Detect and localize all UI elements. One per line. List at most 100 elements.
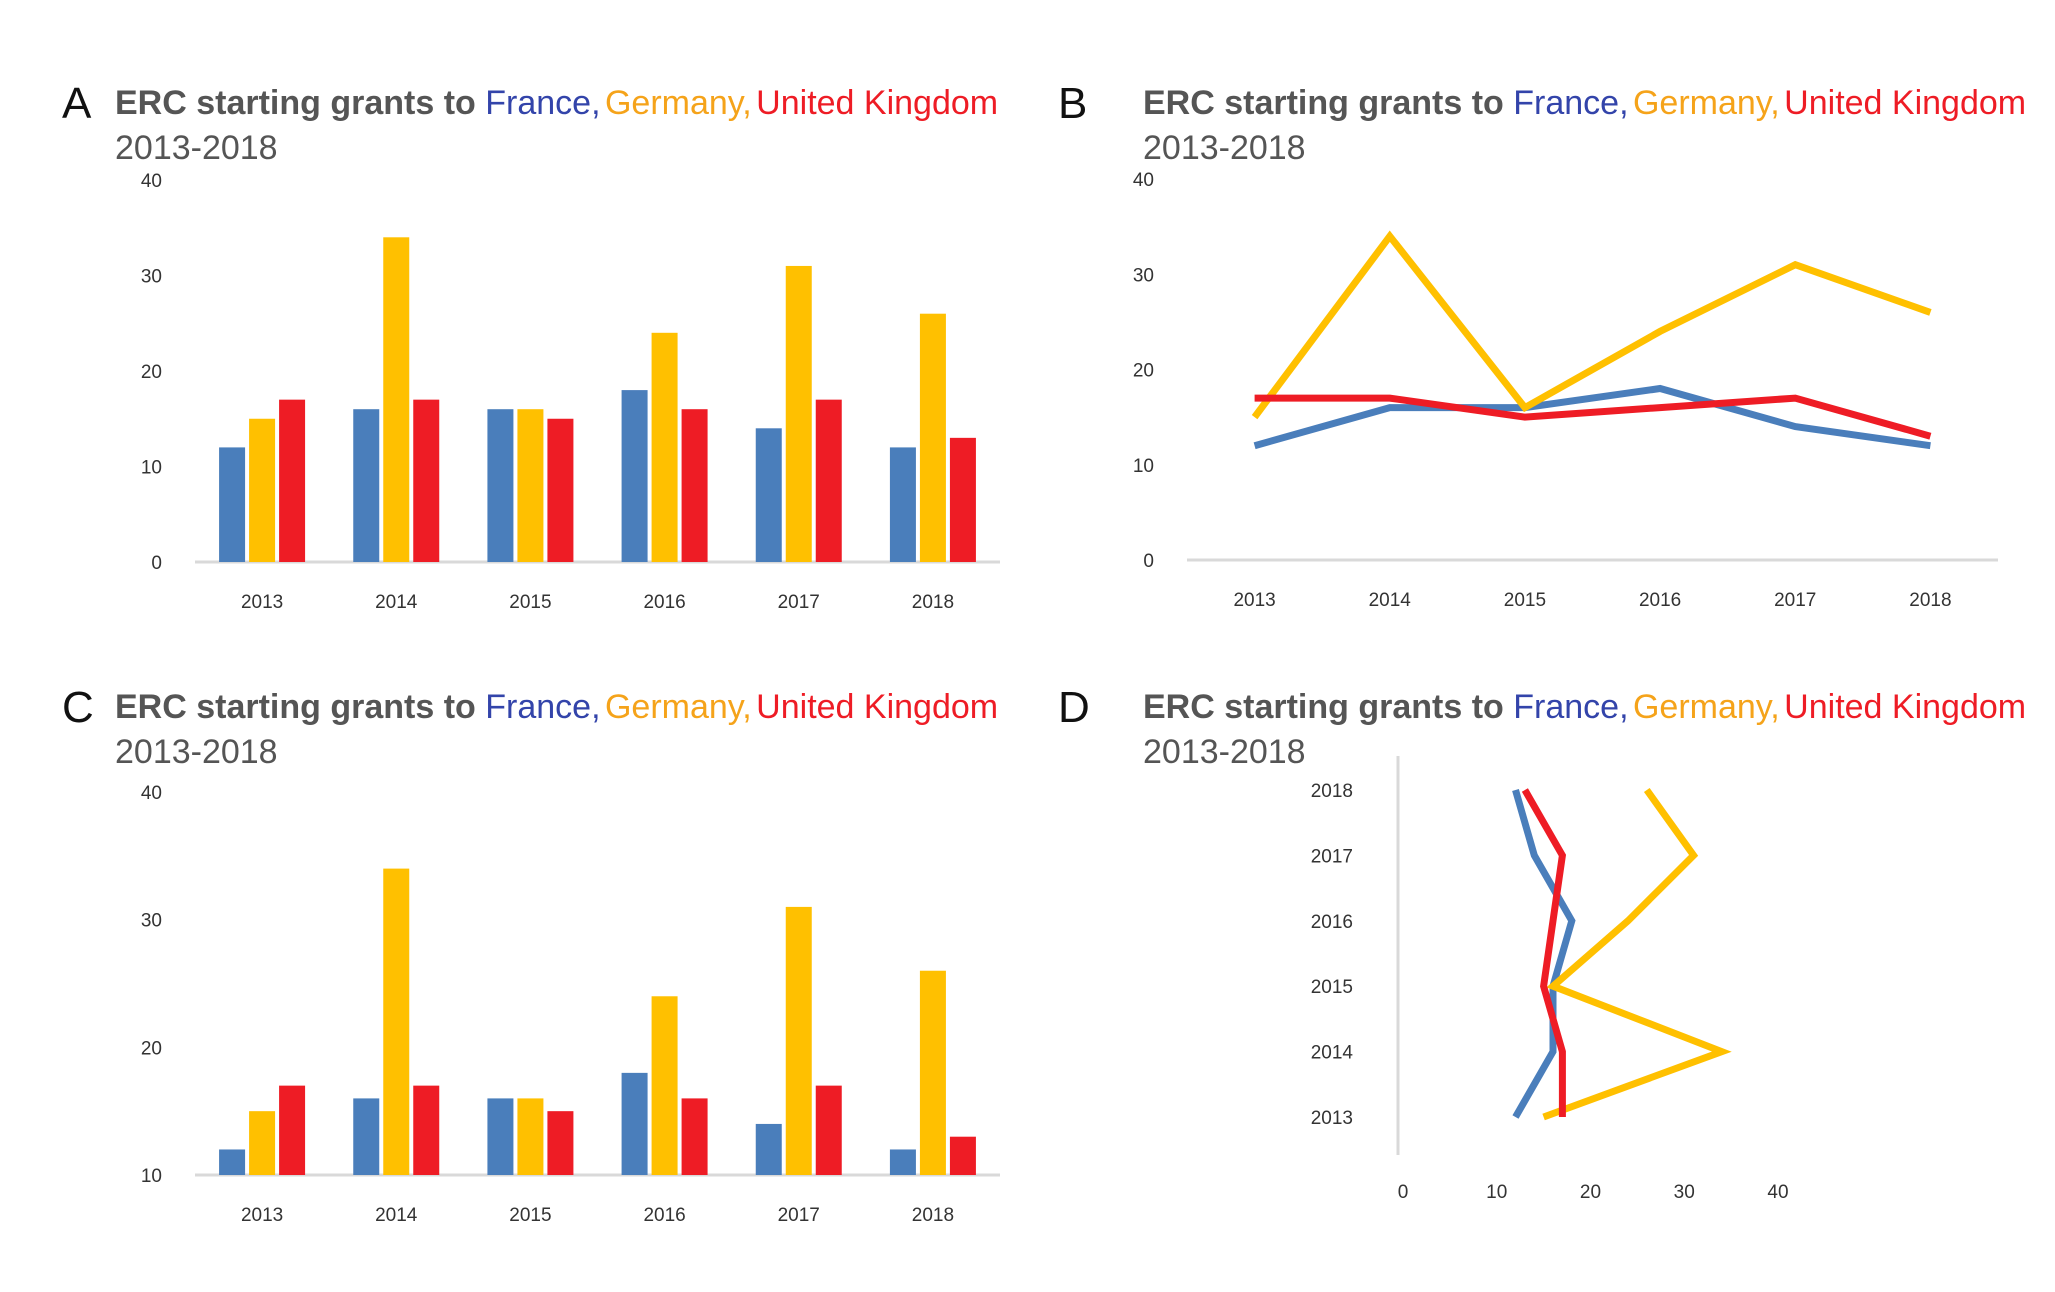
title-germany: Germany, [1633, 84, 1780, 122]
title-uk: United Kingdom [1784, 688, 2026, 726]
bar-france-2014 [353, 409, 380, 562]
x-tick-label: 40 [1767, 1182, 1788, 1203]
bar-france-2015 [487, 409, 514, 562]
line-uk [1254, 394, 1932, 440]
chart-title: ERC starting grants to France, Germany, … [1143, 688, 2026, 726]
y-tick-label: 2015 [1311, 977, 1353, 998]
title-france: France, [1513, 84, 1628, 122]
panel-letter: B [1058, 79, 1087, 128]
bar-germany-2018 [919, 313, 946, 562]
y-tick-label: 2017 [1311, 846, 1353, 867]
title-uk: United Kingdom [756, 84, 998, 122]
y-tick-label: 0 [151, 553, 162, 574]
line-france [1253, 384, 1931, 450]
y-tick-label: 20 [141, 362, 162, 383]
x-tick-label: 10 [1486, 1182, 1507, 1203]
x-tick-label: 2013 [241, 1205, 283, 1226]
bar-france-2016 [621, 390, 648, 562]
chart-panel-a: A ERC starting grants to France, Germany,… [62, 79, 1000, 613]
title-prefix: ERC starting grants to [1143, 84, 1513, 122]
bar-france-2015 [487, 1098, 514, 1175]
x-tick-label: 2018 [1909, 590, 1951, 611]
x-tick-label: 2016 [1639, 590, 1681, 611]
x-tick-label: 2017 [778, 1205, 820, 1226]
line-germany [1542, 787, 1732, 1121]
y-tick-label: 20 [141, 1038, 162, 1059]
title-germany: Germany, [605, 84, 752, 122]
chart-subtitle: 2013-2018 [115, 733, 278, 771]
y-tick-label: 30 [1133, 265, 1154, 286]
bar-uk-2014 [413, 1085, 440, 1175]
y-tick-label: 20 [1133, 361, 1154, 382]
y-tick-label: 2013 [1311, 1108, 1353, 1129]
bar-uk-2017 [815, 399, 842, 562]
bar-uk-2014 [413, 399, 440, 562]
title-uk: United Kingdom [756, 688, 998, 726]
bar-france-2018 [889, 447, 916, 562]
line-france [1512, 789, 1576, 1119]
chart-subtitle: 2013-2018 [115, 129, 278, 167]
chart-panel-b: B ERC starting grants to France, Germany,… [1058, 79, 2026, 611]
y-tick-label: 10 [141, 1166, 162, 1187]
bar-uk-2016 [681, 409, 708, 562]
x-tick-label: 2017 [1774, 590, 1816, 611]
bar-uk-2013 [279, 1085, 306, 1175]
x-tick-label: 2015 [509, 592, 551, 613]
y-tick-label: 40 [1133, 170, 1154, 191]
x-tick-label: 2015 [1504, 590, 1546, 611]
y-tick-label: 30 [141, 267, 162, 288]
y-tick-label: 40 [141, 783, 162, 804]
x-tick-label: 30 [1674, 1182, 1695, 1203]
panel-letter: D [1058, 683, 1090, 732]
x-tick-label: 2016 [643, 592, 685, 613]
bar-germany-2018 [919, 970, 946, 1175]
title-germany: Germany, [605, 688, 752, 726]
title-prefix: ERC starting grants to [115, 688, 485, 726]
bar-uk-2018 [949, 437, 976, 562]
panel-letter: C [62, 683, 94, 732]
title-prefix: ERC starting grants to [115, 84, 485, 122]
bar-germany-2016 [651, 332, 678, 562]
bar-germany-2015 [517, 409, 544, 562]
chart-subtitle: 2013-2018 [1143, 129, 1306, 167]
y-tick-label: 0 [1143, 551, 1154, 572]
chart-panel-c: C ERC starting grants to France, Germany,… [62, 683, 1000, 1226]
bar-germany-2017 [785, 906, 812, 1175]
x-tick-label: 2018 [912, 1205, 954, 1226]
x-tick-label: 2013 [241, 592, 283, 613]
title-france: France, [485, 84, 600, 122]
bar-germany-2014 [383, 868, 410, 1175]
x-tick-label: 0 [1398, 1182, 1409, 1203]
bar-uk-2017 [815, 1085, 842, 1175]
bar-germany-2017 [785, 265, 812, 562]
x-tick-label: 2014 [375, 592, 418, 613]
x-tick-label: 2013 [1233, 590, 1275, 611]
chart-title: ERC starting grants to France, Germany, … [115, 84, 998, 122]
bar-uk-2013 [279, 399, 306, 562]
x-tick-label: 2017 [778, 592, 820, 613]
title-uk: United Kingdom [1784, 84, 2026, 122]
bar-france-2016 [621, 1072, 648, 1175]
y-tick-label: 2018 [1311, 781, 1353, 802]
bar-france-2014 [353, 1098, 380, 1175]
y-tick-label: 40 [141, 171, 162, 192]
title-france: France, [485, 688, 600, 726]
x-tick-label: 2018 [912, 592, 954, 613]
bar-france-2013 [219, 447, 246, 562]
title-prefix: ERC starting grants to [1143, 688, 1513, 726]
panel-letter: A [62, 79, 92, 128]
line-germany [1251, 230, 1932, 420]
y-tick-label: 10 [1133, 456, 1154, 477]
line-uk [1521, 788, 1567, 1117]
x-tick-label: 2015 [509, 1205, 551, 1226]
bar-france-2017 [755, 1123, 782, 1175]
y-tick-label: 30 [141, 911, 162, 932]
y-tick-label: 10 [141, 458, 162, 479]
bar-germany-2015 [517, 1098, 544, 1175]
title-france: France, [1513, 688, 1628, 726]
bar-germany-2013 [249, 1111, 276, 1175]
y-tick-label: 2016 [1311, 912, 1353, 933]
bar-france-2013 [219, 1149, 246, 1175]
chart-panel-d: D ERC starting grants to France, Germany,… [1058, 683, 2026, 1203]
